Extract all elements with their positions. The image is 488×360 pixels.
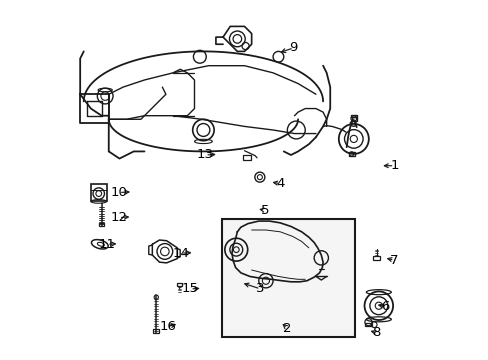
- Text: 14: 14: [172, 247, 189, 260]
- Text: 2: 2: [283, 322, 291, 335]
- Text: 6: 6: [381, 300, 389, 313]
- Text: 12: 12: [110, 211, 127, 224]
- Bar: [176, 283, 182, 287]
- Text: 5: 5: [261, 204, 269, 217]
- Bar: [372, 256, 380, 260]
- Bar: [99, 223, 104, 226]
- Bar: [351, 117, 356, 121]
- Text: 7: 7: [389, 254, 398, 267]
- Text: 13: 13: [196, 148, 213, 162]
- Text: 10: 10: [110, 186, 127, 199]
- Text: 8: 8: [372, 327, 380, 339]
- Text: 4: 4: [275, 177, 284, 190]
- Bar: [365, 323, 371, 327]
- Bar: [153, 329, 159, 333]
- Text: 16: 16: [159, 320, 176, 333]
- Bar: [350, 114, 356, 117]
- Text: 9: 9: [289, 41, 297, 54]
- Bar: [222, 219, 354, 337]
- Bar: [243, 156, 250, 159]
- Text: 15: 15: [182, 283, 198, 296]
- Text: 1: 1: [389, 159, 398, 172]
- Bar: [348, 152, 354, 156]
- Text: 11: 11: [98, 238, 115, 251]
- Bar: [91, 184, 106, 202]
- Text: 3: 3: [256, 283, 264, 296]
